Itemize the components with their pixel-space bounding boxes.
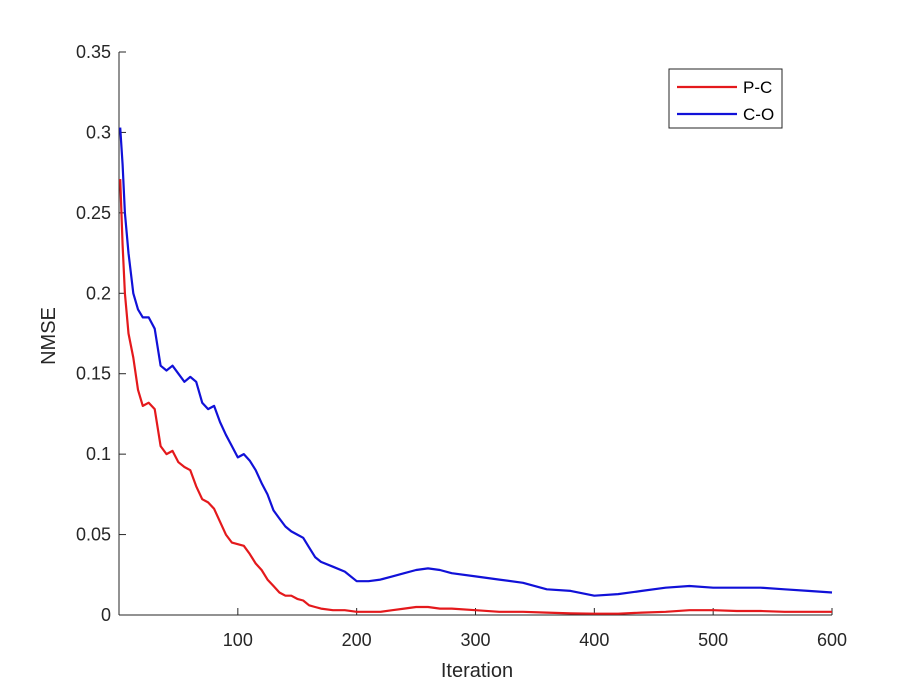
y-tick-label: 0: [101, 605, 111, 625]
legend-box: [668, 68, 783, 129]
legend-label-p-c: P-C: [743, 78, 772, 97]
y-tick-label: 0.15: [76, 364, 111, 384]
y-tick-label: 0.2: [86, 283, 111, 303]
x-tick-label: 300: [460, 630, 490, 650]
x-tick-label: 600: [817, 630, 847, 650]
y-tick-label: 0.05: [76, 525, 111, 545]
x-tick-label: 400: [579, 630, 609, 650]
y-tick-label: 0.3: [86, 122, 111, 142]
x-tick-label: 200: [342, 630, 372, 650]
x-axis-label: Iteration: [441, 660, 513, 682]
y-tick-label: 0.35: [76, 42, 111, 62]
y-axis-label: NMSE: [38, 307, 60, 365]
y-tick-label: 0.1: [86, 444, 111, 464]
x-axis-ticks: 100 200 300 400 500 600: [223, 608, 847, 650]
series-line-p-c: [119, 179, 832, 615]
x-tick-label: 500: [698, 630, 728, 650]
y-tick-label: 0.25: [76, 203, 111, 223]
legend: P-C C-O: [668, 68, 783, 129]
x-tick-label: 100: [223, 630, 253, 650]
legend-label-c-o: C-O: [743, 105, 774, 124]
series-layer: [119, 127, 833, 615]
series-line-c-o: [119, 127, 833, 597]
